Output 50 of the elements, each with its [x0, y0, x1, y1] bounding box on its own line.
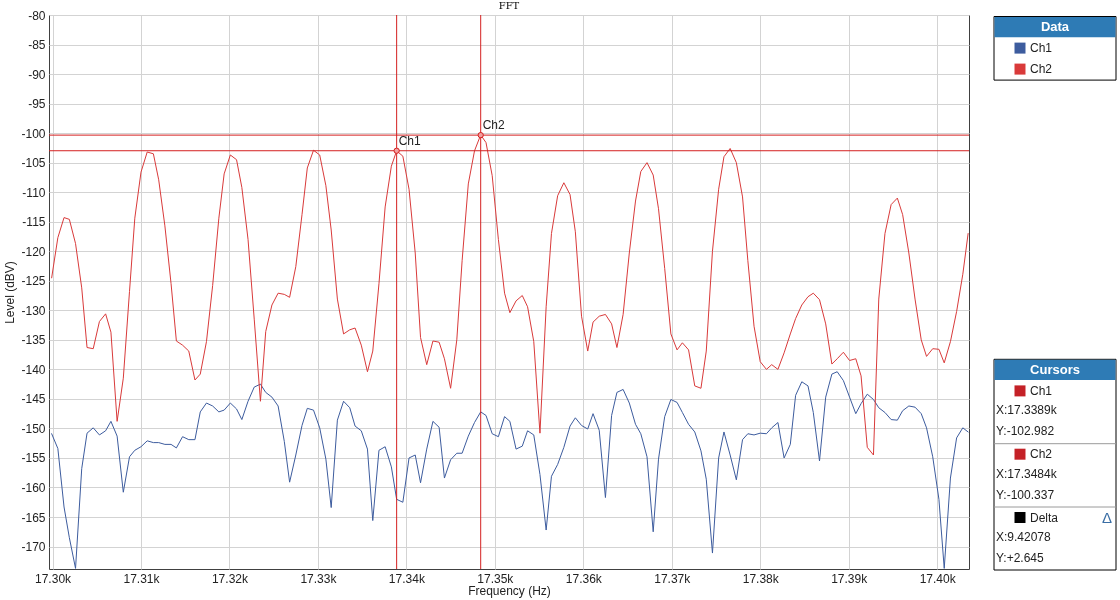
y-tick-label: -85: [28, 38, 46, 53]
x-tick-label: 17.37k: [654, 571, 692, 586]
category-label: Delta: [1030, 510, 1059, 525]
text: X:17.3484k: [996, 466, 1058, 481]
text: X:9.42078: [996, 530, 1052, 544]
text: X:17.3389k: [996, 403, 1058, 418]
x-tick-label: 17.33k: [300, 571, 338, 586]
text: Y:-102.982: [996, 424, 1055, 439]
x-tick-label: 17.32k: [211, 571, 249, 586]
legend-label: Ch2: [1030, 62, 1053, 77]
y-tick-label: -100: [21, 126, 46, 141]
x-axis-title: Frequency (Hz): [468, 583, 551, 598]
text: Cursors: [1030, 362, 1080, 378]
x-tick-label: 17.30k: [35, 571, 73, 586]
text: Y:-100.337: [996, 487, 1055, 502]
x-tick-label: 17.35k: [477, 571, 515, 586]
y-axis-title: Level (dBV): [3, 261, 18, 324]
y-tick-label: -160: [21, 480, 46, 495]
line-series: [51, 371, 969, 569]
y-tick-label: -125: [21, 274, 46, 289]
y-tick-label: -120: [21, 244, 46, 259]
y-tick-label: -165: [21, 510, 46, 525]
y-tick-label: -110: [22, 185, 46, 200]
y-tick-label: -115: [22, 215, 46, 230]
chart-title: FFT: [498, 0, 520, 11]
x-tick-label: 17.38k: [742, 571, 780, 586]
y-tick-label: -145: [21, 392, 46, 407]
text: Y:+2.645: [996, 551, 1045, 565]
y-tick-label: -90: [28, 67, 46, 82]
legend-label: Ch1: [1030, 41, 1053, 56]
y-tick-label: -80: [28, 8, 46, 23]
category-label: Ch2: [1030, 447, 1053, 462]
y-tick-label: -135: [21, 333, 46, 348]
y-tick-label: -95: [28, 97, 46, 112]
annotation: Ch1: [398, 133, 421, 148]
category-label: Ch1: [1030, 383, 1053, 398]
y-tick-label: -105: [21, 156, 46, 171]
x-tick-label: 17.39k: [831, 571, 869, 586]
annotation: Ch2: [482, 118, 506, 133]
x-tick-label: 17.40k: [919, 571, 957, 586]
x-tick-label: 17.31k: [123, 571, 161, 586]
y-tick-label: -170: [21, 540, 46, 555]
x-tick-label: 17.36k: [565, 571, 603, 586]
y-tick-label: -155: [21, 451, 46, 466]
text: Δ: [1101, 508, 1113, 526]
y-tick-label: -150: [21, 421, 46, 436]
x-tick-label: 17.34k: [388, 571, 426, 586]
y-tick-label: -140: [21, 362, 46, 377]
legend-title: Data: [1040, 19, 1070, 35]
y-tick-label: -130: [21, 303, 46, 318]
